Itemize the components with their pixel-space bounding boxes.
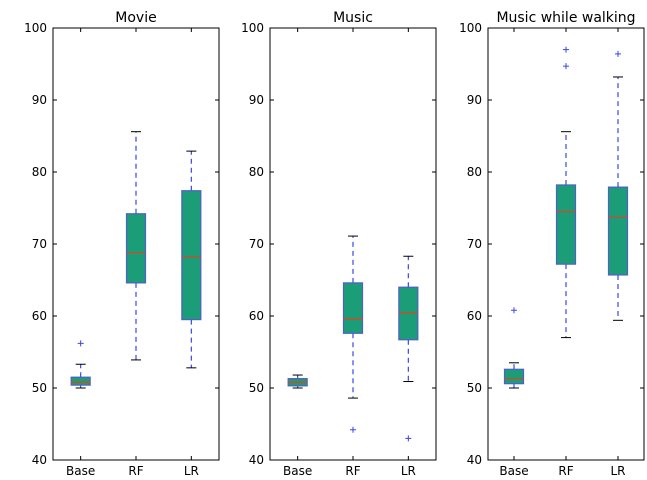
box-base xyxy=(70,340,91,389)
y-tick-label: 100 xyxy=(459,21,482,35)
y-tick-label: 100 xyxy=(241,21,264,35)
y-tick-label: 90 xyxy=(467,93,482,107)
y-tick-label: 100 xyxy=(24,21,47,35)
y-tick-label: 60 xyxy=(467,309,482,323)
box-rf xyxy=(125,131,147,361)
iqr-box xyxy=(555,184,577,265)
subplot-1: Movie 40 50 60 70 80 90 100 Base RF LR xyxy=(24,10,220,478)
y-tick-label: 50 xyxy=(249,381,264,395)
y-tick-label: 80 xyxy=(467,165,482,179)
y-tick-label: 40 xyxy=(32,453,47,467)
box-rf xyxy=(555,46,577,339)
x-tick-label: RF xyxy=(558,464,573,478)
axes-frame xyxy=(487,27,645,461)
flier-point xyxy=(563,46,569,53)
flier-point xyxy=(615,50,621,57)
y-tick-label: 80 xyxy=(32,165,47,179)
box-lr xyxy=(398,255,419,442)
box-base xyxy=(287,374,308,389)
axes-frame xyxy=(269,27,437,461)
flier-point xyxy=(350,426,356,433)
y-tick-label: 80 xyxy=(249,165,264,179)
y-tick-label: 50 xyxy=(467,381,482,395)
flier-point xyxy=(77,340,84,347)
subplot-2: Music 40 50 60 70 80 90 100 Base RF LR xyxy=(241,10,437,478)
y-tick-label: 90 xyxy=(249,93,264,107)
x-tick-label: RF xyxy=(128,464,143,478)
iqr-box xyxy=(181,190,202,321)
x-tick-label: RF xyxy=(345,464,360,478)
flier-point xyxy=(563,63,569,70)
x-tick-label: LR xyxy=(610,464,625,478)
y-tick-label: 60 xyxy=(32,309,47,323)
flier-point xyxy=(405,435,412,442)
y-tick-label: 90 xyxy=(32,93,47,107)
y-tick-label: 70 xyxy=(467,237,482,251)
axes-frame xyxy=(52,27,220,461)
iqr-box xyxy=(503,368,525,385)
iqr-box xyxy=(125,213,147,284)
y-tick-label: 40 xyxy=(249,453,264,467)
iqr-box xyxy=(607,186,629,276)
x-tick-label: LR xyxy=(401,464,416,478)
iqr-box xyxy=(70,376,91,386)
iqr-box xyxy=(342,282,364,334)
subplot-3: Music while walking 40 50 60 70 80 90 100 Base RF… xyxy=(459,10,645,478)
y-tick-label: 70 xyxy=(32,237,47,251)
x-tick-label: Base xyxy=(283,464,312,478)
subplot-title: Music xyxy=(333,10,373,26)
x-tick-label: LR xyxy=(184,464,199,478)
y-tick-label: 50 xyxy=(32,381,47,395)
flier-point xyxy=(511,307,517,314)
subplot-title: Music while walking xyxy=(496,10,635,26)
y-tick-label: 70 xyxy=(249,237,264,251)
box-lr xyxy=(181,150,202,369)
x-tick-label: Base xyxy=(66,464,95,478)
box-base xyxy=(503,307,525,389)
y-tick-label: 60 xyxy=(249,309,264,323)
y-tick-label: 40 xyxy=(467,453,482,467)
subplot-title: Movie xyxy=(115,10,156,26)
box-lr xyxy=(607,50,629,321)
box-rf xyxy=(342,235,364,433)
x-tick-label: Base xyxy=(499,464,528,478)
